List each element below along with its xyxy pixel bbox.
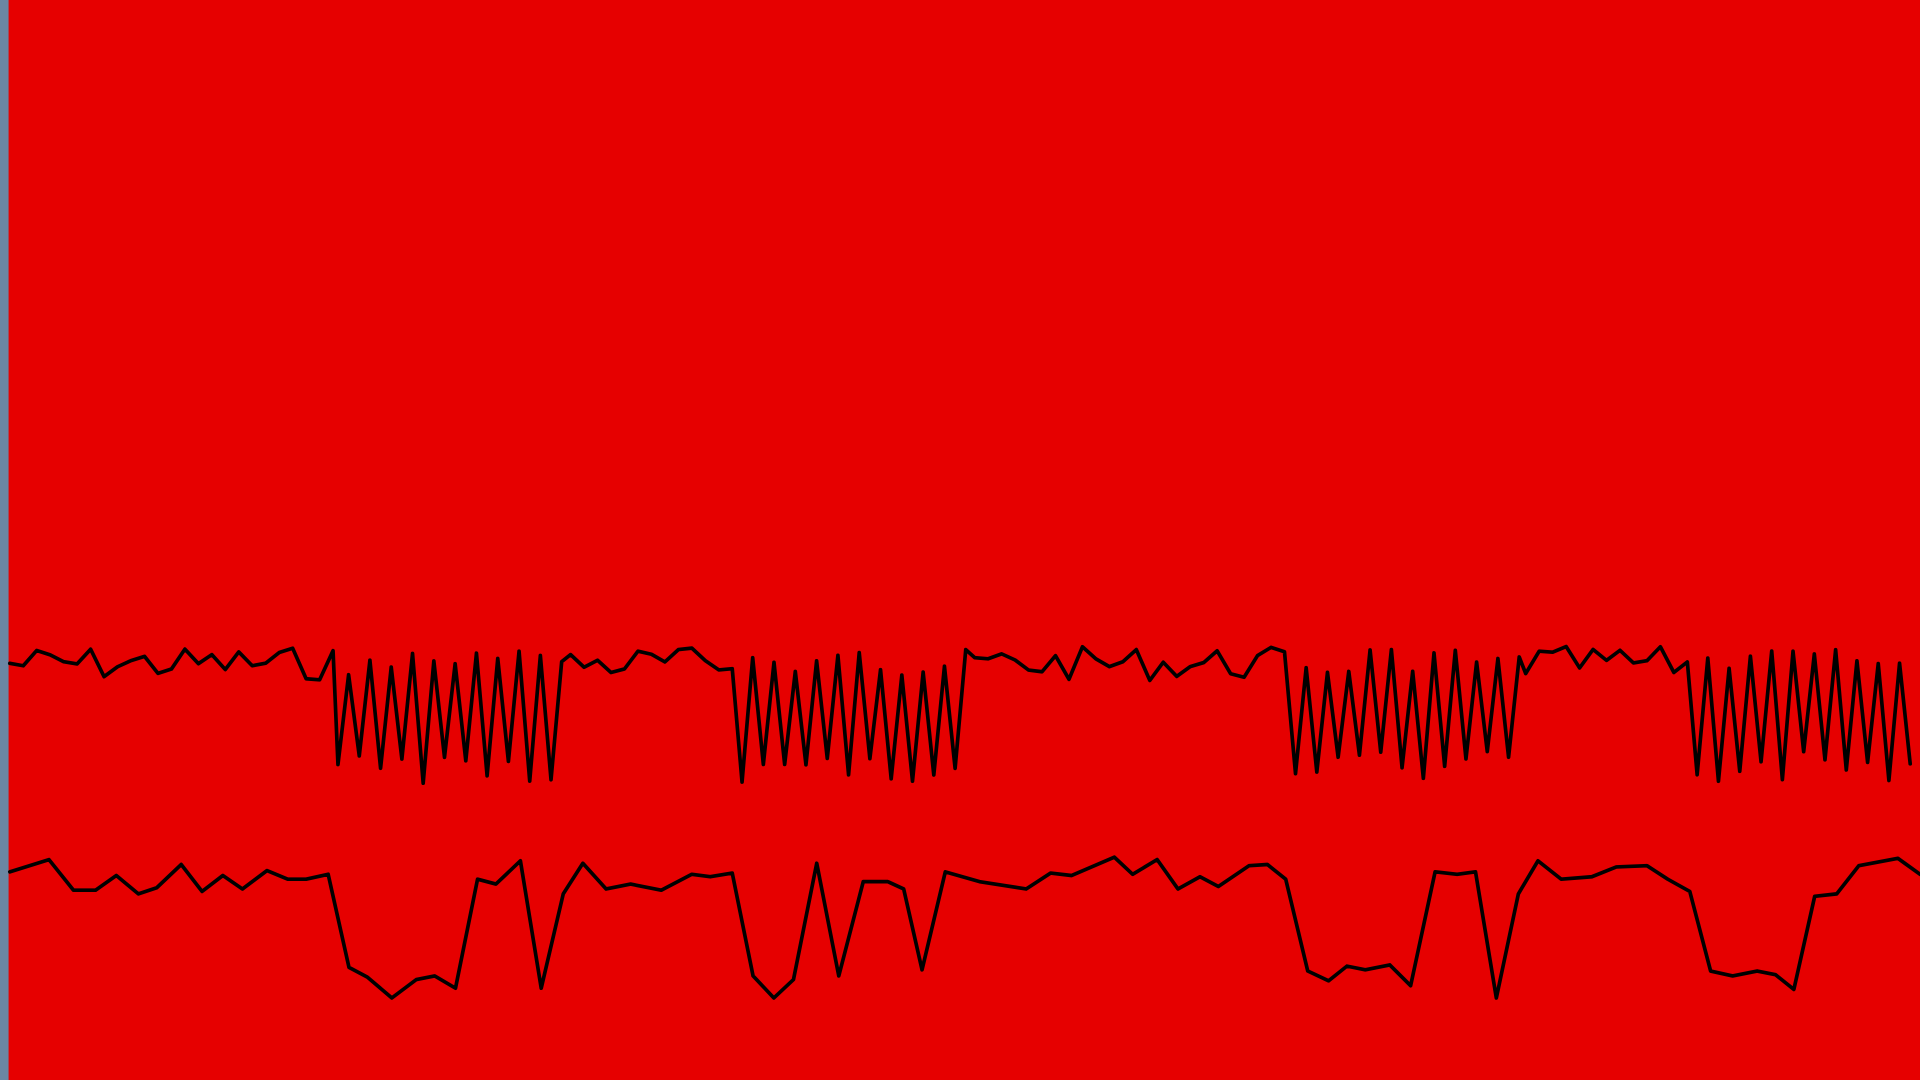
upper-waveform <box>7 644 1913 786</box>
left-edge <box>0 0 9 1080</box>
lower-waveform <box>7 855 1920 1000</box>
